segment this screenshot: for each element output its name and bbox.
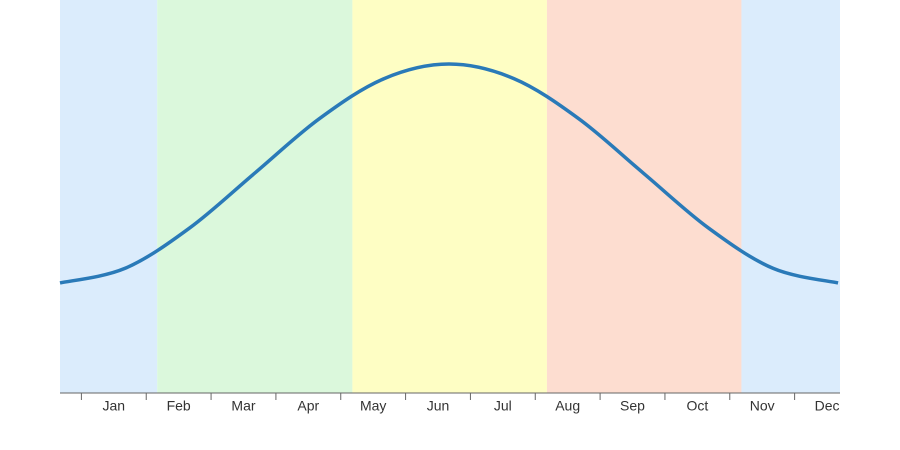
x-tick-label: Oct bbox=[686, 398, 708, 414]
season-band bbox=[157, 0, 353, 393]
season-band bbox=[741, 0, 840, 393]
season-band bbox=[546, 0, 742, 393]
x-tick-label: Apr bbox=[297, 398, 319, 414]
season-band bbox=[60, 0, 158, 393]
curve bbox=[59, 62, 839, 285]
x-tick-label: Jun bbox=[427, 398, 450, 414]
x-tick-label: May bbox=[360, 398, 386, 414]
x-tick-label: Jan bbox=[103, 398, 126, 414]
x-tick-label: Nov bbox=[750, 398, 775, 414]
x-tick-label: Aug bbox=[555, 398, 580, 414]
season-band bbox=[352, 0, 547, 393]
x-tick-label: Feb bbox=[167, 398, 191, 414]
x-tick-label: Mar bbox=[231, 398, 255, 414]
x-tick-label: Dec bbox=[815, 398, 840, 414]
x-tick-label: Sep bbox=[620, 398, 645, 414]
x-tick-label: Jul bbox=[494, 398, 512, 414]
